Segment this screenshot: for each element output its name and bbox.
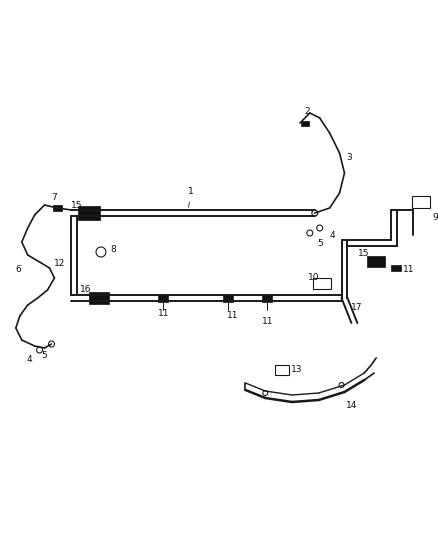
Text: 11: 11: [261, 318, 273, 327]
Text: 4: 4: [27, 356, 32, 365]
Text: 13: 13: [291, 366, 303, 375]
Bar: [53, 205, 62, 211]
Bar: [78, 206, 100, 220]
Bar: [412, 196, 430, 208]
Bar: [159, 295, 168, 302]
Bar: [275, 365, 289, 375]
Text: 11: 11: [403, 265, 415, 274]
Bar: [301, 120, 309, 125]
Text: 9: 9: [433, 214, 438, 222]
Text: 17: 17: [350, 303, 362, 312]
Text: 4: 4: [330, 230, 336, 239]
Circle shape: [37, 347, 42, 353]
Circle shape: [49, 341, 54, 347]
Bar: [89, 292, 109, 304]
Bar: [262, 295, 272, 302]
Text: 11: 11: [158, 309, 169, 318]
Bar: [367, 255, 385, 266]
Text: 12: 12: [54, 259, 65, 268]
Bar: [313, 278, 331, 288]
Text: 15: 15: [357, 248, 369, 257]
Text: 15: 15: [71, 200, 82, 209]
Text: 6: 6: [15, 265, 21, 274]
Circle shape: [307, 230, 313, 236]
Circle shape: [263, 391, 268, 395]
Text: 5: 5: [317, 238, 323, 247]
Bar: [223, 295, 233, 302]
Text: 14: 14: [346, 400, 357, 409]
Circle shape: [317, 225, 323, 231]
Circle shape: [96, 247, 106, 257]
Bar: [391, 265, 401, 271]
Text: 5: 5: [42, 351, 47, 360]
Text: 2: 2: [304, 107, 310, 116]
Circle shape: [312, 210, 318, 216]
Text: 8: 8: [110, 246, 116, 254]
Text: 7: 7: [52, 193, 57, 203]
Text: 11: 11: [227, 311, 238, 319]
Text: 1: 1: [188, 188, 194, 207]
Circle shape: [339, 383, 344, 387]
Text: 10: 10: [308, 272, 320, 281]
Text: 16: 16: [80, 285, 92, 294]
Text: 3: 3: [346, 154, 352, 163]
